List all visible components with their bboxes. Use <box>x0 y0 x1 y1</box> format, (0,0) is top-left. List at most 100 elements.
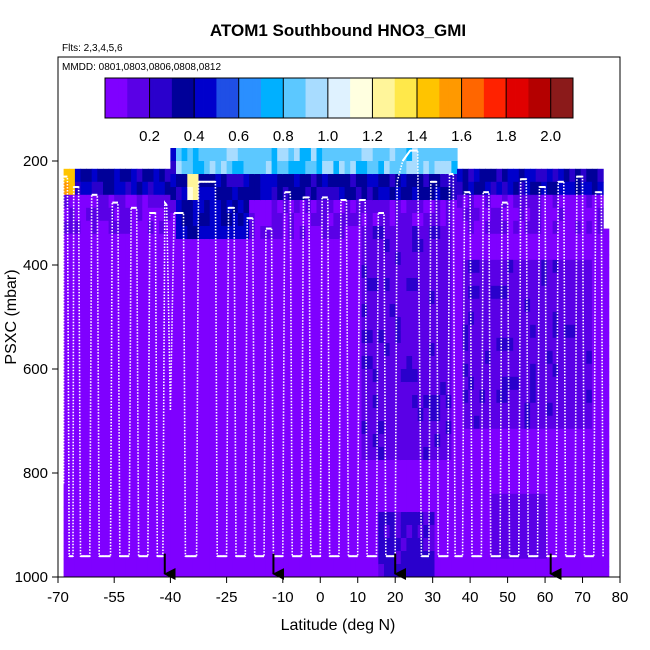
heatmap-cell <box>395 525 402 539</box>
heatmap-cell <box>440 161 447 175</box>
heatmap-cell <box>513 259 520 274</box>
heatmap-cell <box>417 317 424 331</box>
heatmap-cell <box>513 350 520 365</box>
heatmap-cell <box>74 402 82 417</box>
heatmap-cell <box>176 239 183 253</box>
heatmap-cell <box>277 486 284 500</box>
heatmap-cell <box>237 408 244 422</box>
heatmap-cell <box>361 213 368 227</box>
heatmap-cell <box>473 272 481 287</box>
heatmap-cell <box>254 252 261 266</box>
heatmap-cell <box>254 538 261 552</box>
heatmap-cell <box>535 454 542 469</box>
colorbar-tick-label: 0.4 <box>184 128 205 145</box>
heatmap-cell <box>204 213 211 227</box>
heatmap-cell <box>108 272 115 287</box>
heatmap-cell <box>260 239 267 253</box>
heatmap-cell <box>384 356 391 370</box>
heatmap-cell <box>546 363 554 378</box>
heatmap-cell <box>563 506 570 521</box>
heatmap-cell <box>389 395 396 409</box>
heatmap-cell <box>597 168 604 183</box>
heatmap-cell <box>322 291 329 305</box>
heatmap-cell <box>282 330 289 344</box>
heatmap-cell <box>305 395 312 409</box>
heatmap-cell <box>462 428 469 443</box>
heatmap-cell <box>445 525 452 539</box>
heatmap-cell <box>412 499 419 513</box>
heatmap-cell <box>507 376 514 391</box>
heatmap-cell <box>344 174 351 188</box>
heatmap-cell <box>198 252 205 266</box>
heatmap-cell <box>215 434 222 448</box>
heatmap-cell <box>260 382 267 396</box>
heatmap-cell <box>462 519 469 534</box>
heatmap-cell <box>552 259 559 274</box>
heatmap-cell <box>586 259 593 274</box>
heatmap-cell <box>530 311 537 326</box>
heatmap-cell <box>131 311 138 326</box>
heatmap-cell <box>147 480 155 495</box>
heatmap-cell <box>535 168 542 183</box>
heatmap-cell <box>114 532 121 547</box>
heatmap-cell <box>434 434 441 448</box>
heatmap-cell <box>299 525 306 539</box>
heatmap-cell <box>406 200 413 214</box>
heatmap-cell <box>63 389 70 404</box>
heatmap-cell <box>125 519 132 534</box>
heatmap-cell <box>305 408 312 422</box>
heatmap-cell <box>457 298 464 313</box>
heatmap-cell <box>131 285 138 300</box>
heatmap-cell <box>496 259 503 274</box>
heatmap-cell <box>423 473 430 487</box>
heatmap-cell <box>327 304 334 318</box>
heatmap-cell <box>518 454 525 469</box>
heatmap-cell <box>541 376 548 391</box>
heatmap-cell <box>490 493 497 508</box>
heatmap-cell <box>406 356 413 370</box>
heatmap-cell <box>187 512 194 526</box>
heatmap-cell <box>350 252 357 266</box>
heatmap-cell <box>305 187 312 201</box>
heatmap-cell <box>159 363 166 378</box>
heatmap-cell <box>243 252 250 266</box>
heatmap-cell <box>367 395 374 409</box>
heatmap-cell <box>221 525 228 539</box>
heatmap-cell <box>445 343 452 357</box>
heatmap-cell <box>563 519 570 534</box>
heatmap-cell <box>136 454 143 469</box>
heatmap-cell <box>97 298 104 313</box>
heatmap-cell <box>524 311 531 326</box>
heatmap-cell <box>355 473 363 487</box>
heatmap-cell <box>209 395 216 409</box>
heatmap-cell <box>310 213 318 227</box>
heatmap-cell <box>237 486 244 500</box>
heatmap-cell <box>490 311 497 326</box>
heatmap-cell <box>192 278 200 292</box>
heatmap-cell <box>136 246 143 261</box>
heatmap-cell <box>322 304 329 318</box>
heatmap-cell <box>237 200 244 214</box>
heatmap-cell <box>198 343 205 357</box>
heatmap-cell <box>249 382 256 396</box>
heatmap-cell <box>333 499 340 513</box>
heatmap-cell <box>395 343 402 357</box>
heatmap-cell <box>322 278 329 292</box>
heatmap-cell <box>260 421 267 435</box>
heatmap-cell <box>586 428 593 443</box>
heatmap-cell <box>136 506 143 521</box>
heatmap-cell <box>445 161 452 175</box>
heatmap-cell <box>524 220 531 235</box>
heatmap-cell <box>147 506 155 521</box>
heatmap-cell <box>339 278 346 292</box>
heatmap-cell <box>389 174 396 188</box>
heatmap-cell <box>580 311 587 326</box>
heatmap-cell <box>445 434 452 448</box>
heatmap-cell <box>502 311 509 326</box>
heatmap-cell <box>378 148 385 162</box>
heatmap-cell <box>378 174 385 188</box>
heatmap-cell <box>400 200 407 214</box>
heatmap-cell <box>327 408 334 422</box>
heatmap-cell <box>400 473 407 487</box>
heatmap-cell <box>108 350 115 365</box>
